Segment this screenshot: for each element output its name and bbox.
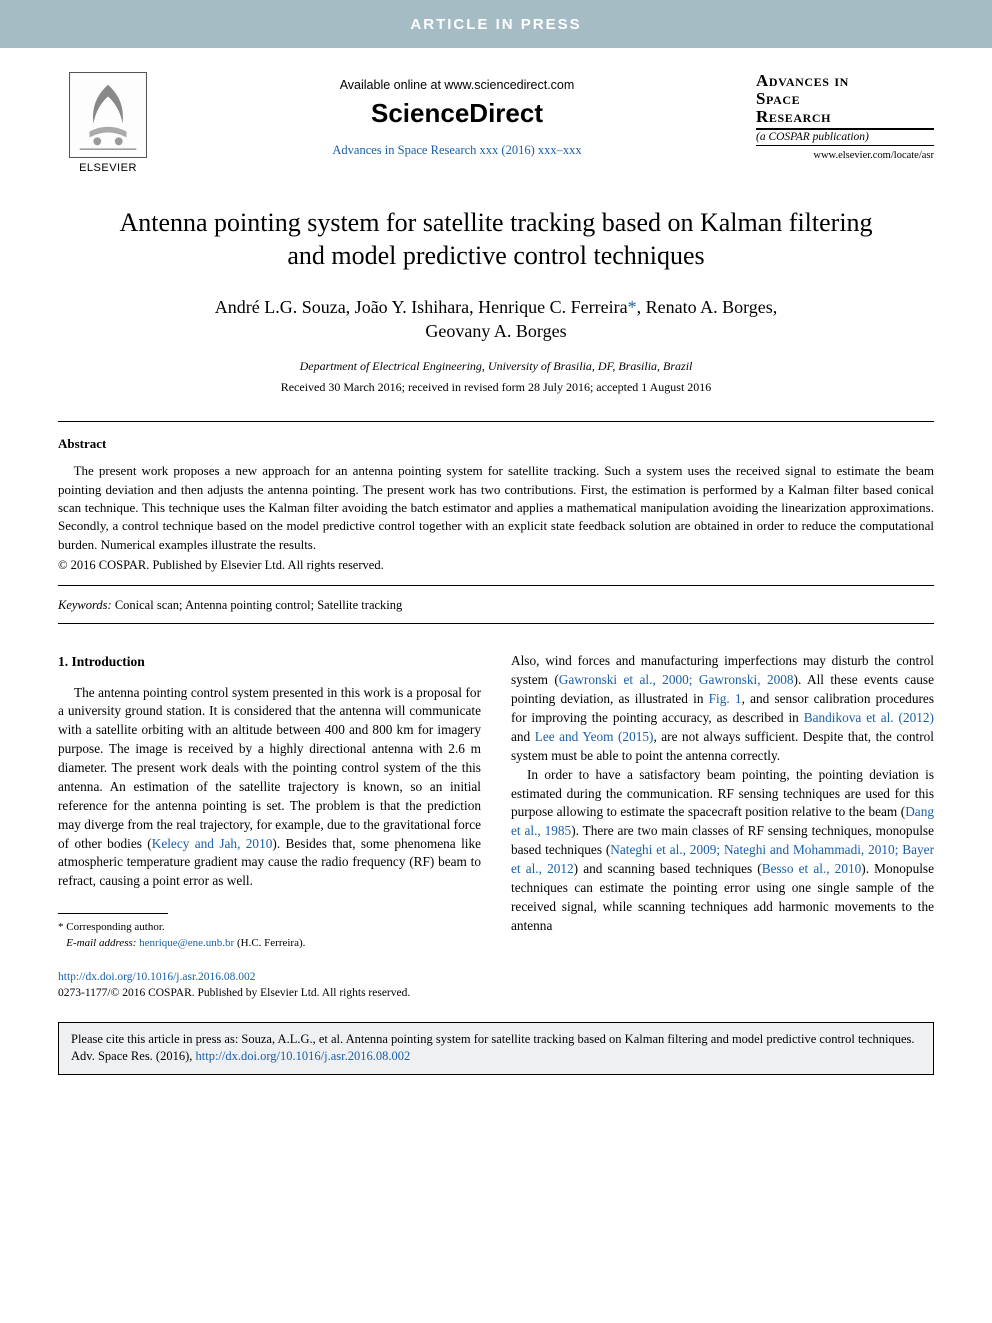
keywords-label: Keywords:	[58, 598, 112, 612]
rule-mid2	[58, 623, 934, 624]
authors-list: André L.G. Souza, João Y. Ishihara, Henr…	[58, 295, 934, 344]
article-in-press-banner: ARTICLE IN PRESS	[0, 0, 992, 48]
abstract-heading: Abstract	[58, 436, 934, 452]
citation-box: Please cite this article in press as: So…	[58, 1022, 934, 1075]
issn-line: 0273-1177/© 2016 COSPAR. Published by El…	[58, 985, 481, 1001]
email-link[interactable]: henrique@ene.unb.br	[136, 937, 237, 949]
left-para-1: The antenna pointing control system pres…	[58, 684, 481, 892]
r-p2c: ) and scanning based techniques (	[574, 861, 762, 876]
cite-besso[interactable]: Besso et al., 2010	[762, 861, 862, 876]
abstract-copyright: © 2016 COSPAR. Published by Elsevier Ltd…	[58, 558, 934, 573]
abstract-body: The present work proposes a new approach…	[58, 462, 934, 554]
elsevier-block: ELSEVIER	[58, 72, 158, 174]
authors-line1: André L.G. Souza, João Y. Ishihara, Henr…	[215, 297, 628, 317]
right-column: Also, wind forces and manufacturing impe…	[511, 652, 934, 1001]
header-row: ELSEVIER Available online at www.science…	[58, 72, 934, 174]
center-header: Available online at www.sciencedirect.co…	[158, 72, 756, 158]
doi-block: http://dx.doi.org/10.1016/j.asr.2016.08.…	[58, 969, 481, 1002]
left-column: 1. Introduction The antenna pointing con…	[58, 652, 481, 1001]
journal-reference-link[interactable]: Advances in Space Research xxx (2016) xx…	[158, 143, 756, 158]
journal-title-box: Advances in Space Research (a COSPAR pub…	[756, 72, 934, 161]
footnote-block: * Corresponding author. E-mail address: …	[58, 920, 481, 951]
journal-url[interactable]: www.elsevier.com/locate/asr	[756, 150, 934, 161]
article-title: Antenna pointing system for satellite tr…	[98, 206, 894, 273]
cite-doi-link[interactable]: http://dx.doi.org/10.1016/j.asr.2016.08.…	[196, 1049, 411, 1063]
journal-line1: Advances in	[756, 72, 934, 90]
left-p1a: The antenna pointing control system pres…	[58, 685, 481, 851]
sciencedirect-logo: ScienceDirect	[158, 98, 756, 129]
footnote-separator	[58, 913, 168, 914]
affiliation: Department of Electrical Engineering, Un…	[58, 359, 934, 374]
abstract-section: Abstract The present work proposes a new…	[58, 422, 934, 585]
email-tail: (H.C. Ferreira).	[237, 937, 305, 949]
right-para-2: In order to have a satisfactory beam poi…	[511, 766, 934, 936]
journal-title-inner: Advances in Space Research	[756, 72, 934, 130]
r-p2a: In order to have a satisfactory beam poi…	[511, 767, 934, 820]
email-label: E-mail address:	[66, 937, 136, 949]
cospar-subtitle: (a COSPAR publication)	[756, 131, 934, 146]
cite-kelecy[interactable]: Kelecy and Jah, 2010	[152, 836, 273, 851]
elsevier-label: ELSEVIER	[58, 162, 158, 174]
corresponding-asterisk: *	[628, 297, 637, 317]
right-para-1: Also, wind forces and manufacturing impe…	[511, 652, 934, 765]
cite-gawronski[interactable]: Gawronski et al., 2000; Gawronski, 2008	[559, 672, 794, 687]
banner-text: ARTICLE IN PRESS	[410, 16, 581, 33]
available-online-text: Available online at www.sciencedirect.co…	[158, 78, 756, 92]
two-column-body: 1. Introduction The antenna pointing con…	[58, 652, 934, 1001]
email-line: E-mail address: henrique@ene.unb.br (H.C…	[58, 936, 481, 951]
doi-link[interactable]: http://dx.doi.org/10.1016/j.asr.2016.08.…	[58, 969, 481, 985]
article-dates: Received 30 March 2016; received in revi…	[58, 380, 934, 395]
page-content: ELSEVIER Available online at www.science…	[0, 48, 992, 1002]
authors-line1-tail: , Renato A. Borges,	[637, 297, 778, 317]
elsevier-tree-logo	[69, 72, 147, 158]
keywords-text: Conical scan; Antenna pointing control; …	[112, 598, 403, 612]
authors-line2: Geovany A. Borges	[425, 321, 566, 341]
keywords-row: Keywords: Conical scan; Antenna pointing…	[58, 586, 934, 623]
fig1-link[interactable]: Fig. 1	[709, 691, 742, 706]
journal-line3: Research	[756, 108, 934, 126]
cite-bandikova[interactable]: Bandikova et al. (2012)	[804, 710, 934, 725]
r-p1d: and	[511, 729, 535, 744]
cite-lee[interactable]: Lee and Yeom (2015)	[535, 729, 654, 744]
journal-line2: Space	[756, 90, 934, 108]
section-heading-1: 1. Introduction	[58, 652, 481, 671]
corresponding-author: * Corresponding author.	[58, 920, 481, 935]
